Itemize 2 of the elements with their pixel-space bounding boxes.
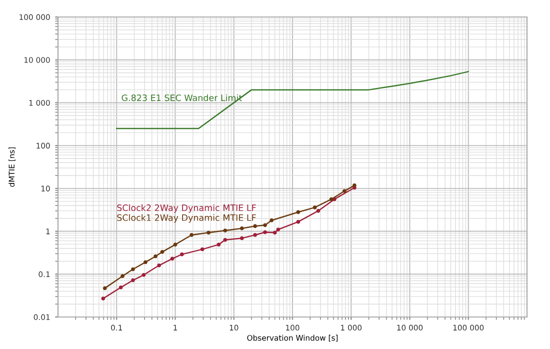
series-label: SClock1 2Way Dynamic MTIE LF: [117, 214, 256, 223]
text: SClock2 2Way Dynamic MTIE LF: [117, 204, 256, 213]
